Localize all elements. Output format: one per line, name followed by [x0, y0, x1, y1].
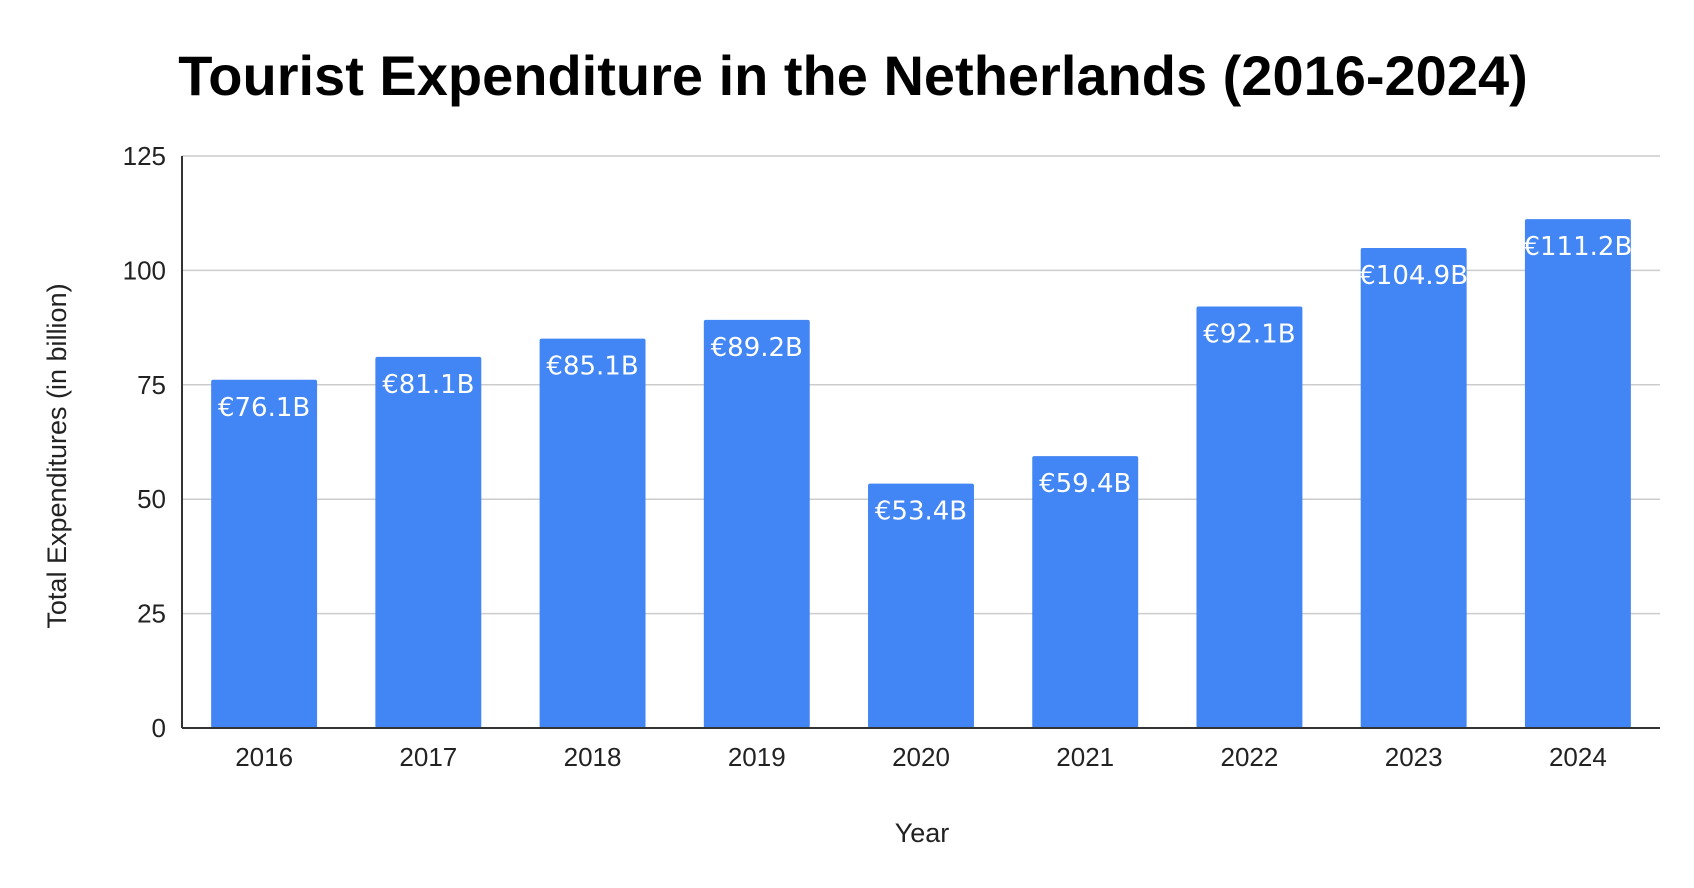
x-tick-label: 2016	[235, 742, 293, 772]
bar-2020	[868, 483, 974, 728]
bar-2017	[375, 356, 482, 728]
data-label: €89.2B	[711, 333, 803, 363]
data-label: €76.1B	[218, 393, 310, 423]
data-labels: €76.1B €81.1B €85.1B €89.2B €53.4B €59.4B €92.…	[218, 232, 1632, 526]
data-label: €92.1B	[1203, 320, 1295, 350]
bar-2016	[211, 379, 318, 728]
data-label: €104.9B	[1359, 261, 1468, 291]
x-tick-label: 2023	[1385, 742, 1443, 772]
data-label: €111.2B	[1523, 232, 1632, 262]
y-tick-label: 25	[137, 599, 166, 629]
bar-2022	[1196, 306, 1303, 728]
bar-2019	[703, 319, 810, 728]
data-label: €53.4B	[875, 497, 967, 527]
x-tick-label: 2022	[1221, 742, 1279, 772]
bar-2023	[1360, 247, 1467, 728]
chart-title: Tourist Expenditure in the Netherlands (…	[178, 44, 1528, 107]
y-tick-label: 0	[152, 713, 166, 743]
bar-2024	[1524, 219, 1631, 728]
x-axis-label: Year	[895, 818, 950, 848]
bar-2018	[539, 338, 646, 728]
data-label: €85.1B	[546, 352, 638, 382]
x-tick-label: 2017	[399, 742, 457, 772]
y-axis-label: Total Expenditures (in billion)	[42, 283, 72, 628]
y-tick-label: 100	[123, 255, 166, 285]
y-tick-label: 50	[137, 484, 166, 514]
x-tick-label: 2019	[728, 742, 786, 772]
x-tick-label: 2024	[1549, 742, 1607, 772]
x-tick-label: 2021	[1056, 742, 1114, 772]
y-tick-label: 125	[123, 141, 166, 171]
x-tick-label: 2018	[564, 742, 622, 772]
data-label: €81.1B	[382, 370, 474, 400]
tick-labels: 0 25 50 75 100 125 2016 2017 2018 2019 2020 2021 202…	[123, 141, 1607, 772]
y-tick-label: 75	[137, 370, 166, 400]
axes	[181, 156, 1660, 729]
bars	[211, 219, 1631, 728]
bar-2021	[1032, 456, 1139, 728]
x-tick-label: 2020	[892, 742, 950, 772]
data-label: €59.4B	[1039, 469, 1131, 499]
